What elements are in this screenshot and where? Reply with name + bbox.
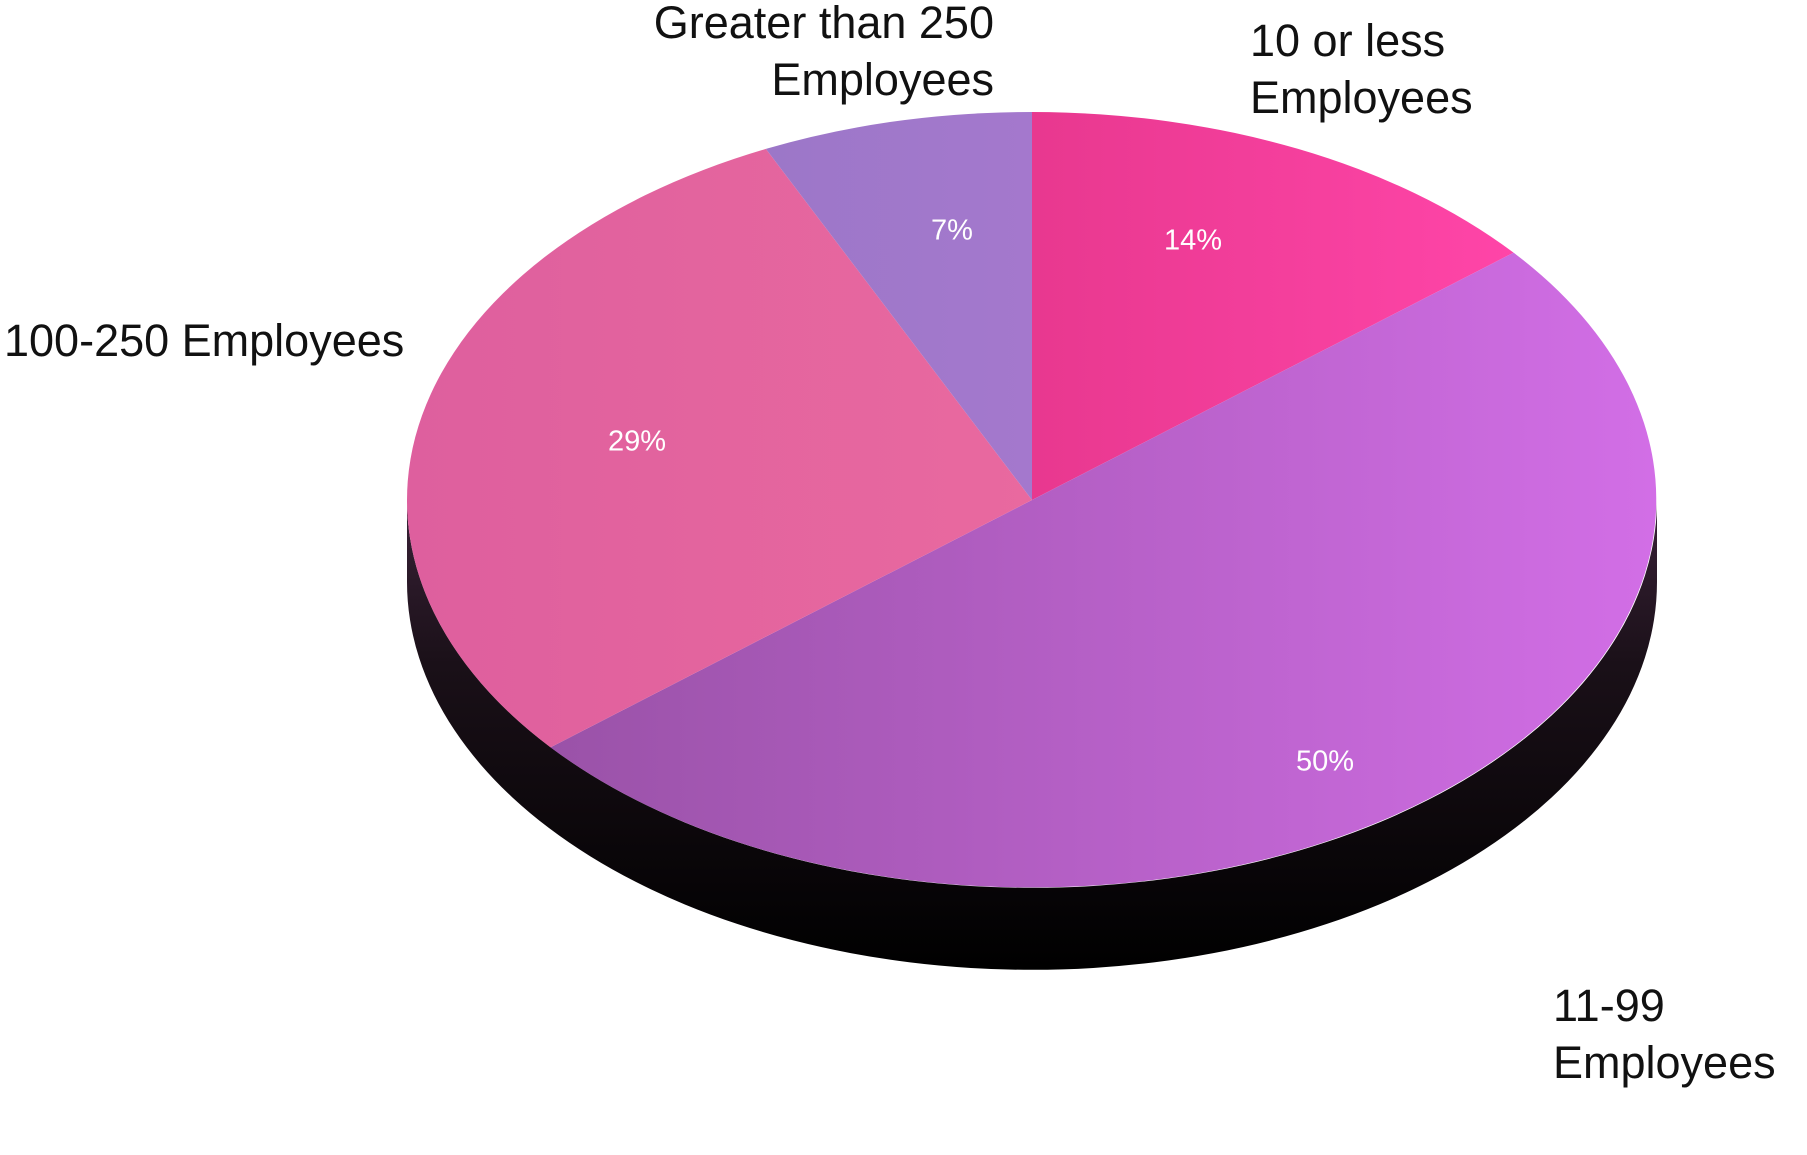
- slice-category-label: 11-99 Employees: [1553, 980, 1776, 1088]
- slice-category-label: Greater than 250 Employees: [654, 0, 994, 105]
- pie-slice-4: [765, 112, 1032, 500]
- pie-slice-1: [1032, 112, 1514, 500]
- slice-value-label: 7%: [931, 215, 973, 247]
- slice-value-label: 50%: [1296, 746, 1354, 778]
- pie-slice-3: [407, 148, 1032, 748]
- value-labels: 14% 50% 29% 7%: [608, 215, 1354, 778]
- slice-value-label: 14%: [1164, 225, 1222, 257]
- pie-side-rim: [407, 500, 1657, 970]
- category-labels: 10 or less Employees 11-99 Employees 100-250…: [4, 0, 1776, 1088]
- pie-slices: [407, 112, 1657, 888]
- slice-category-label: 100-250 Employees: [4, 315, 404, 366]
- pie-slice-2: [550, 252, 1657, 888]
- slice-value-label: 29%: [608, 426, 666, 458]
- pie-side: [407, 500, 1657, 970]
- slice-category-label: 10 or less Employees: [1250, 15, 1473, 123]
